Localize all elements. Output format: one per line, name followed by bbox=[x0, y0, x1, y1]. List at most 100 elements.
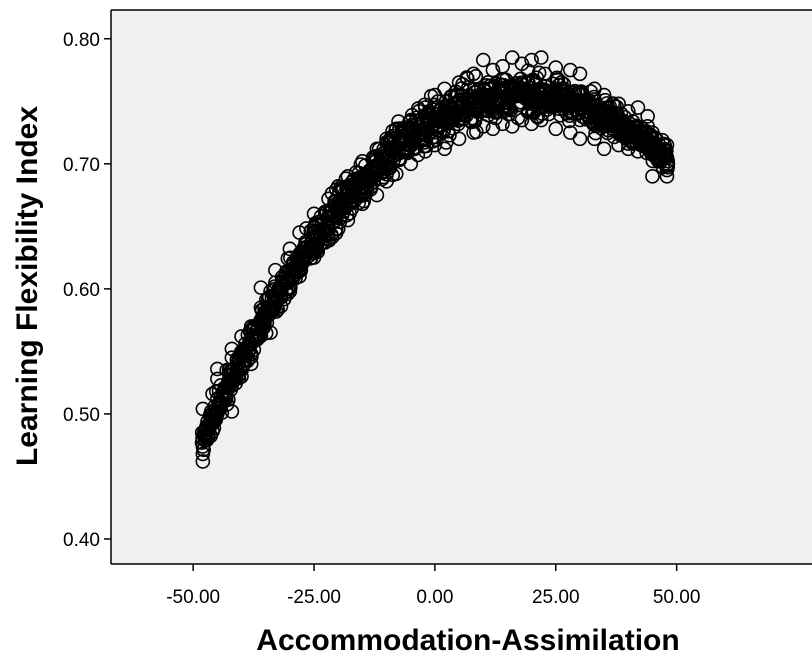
x-tick-label: 25.00 bbox=[532, 587, 580, 608]
data-point bbox=[427, 137, 443, 153]
data-point bbox=[495, 58, 510, 74]
y-tick-label: 0.70 bbox=[63, 155, 100, 176]
data-point bbox=[243, 319, 259, 334]
data-point bbox=[195, 439, 211, 454]
x-tick-label: -25.00 bbox=[287, 587, 341, 608]
y-axis-title: Learning Flexibility Index bbox=[11, 106, 44, 466]
cloud-point bbox=[418, 132, 434, 148]
data-point bbox=[243, 356, 259, 372]
data-point bbox=[596, 87, 612, 103]
data-point bbox=[195, 431, 211, 447]
data-point bbox=[282, 284, 298, 299]
data-point bbox=[234, 329, 249, 344]
data-point bbox=[340, 169, 356, 184]
data-point bbox=[306, 250, 322, 265]
data-point bbox=[234, 369, 249, 384]
data-point bbox=[210, 371, 225, 387]
cloud-point bbox=[556, 76, 572, 92]
data-point bbox=[224, 350, 240, 365]
data-point bbox=[224, 371, 240, 387]
data-point bbox=[210, 406, 225, 422]
y-tick-label: 0.60 bbox=[63, 280, 100, 301]
data-point bbox=[369, 141, 385, 157]
data-point bbox=[572, 100, 588, 115]
data-point bbox=[659, 169, 675, 184]
data-point bbox=[263, 325, 278, 340]
data-point bbox=[524, 86, 539, 102]
data-point bbox=[253, 316, 269, 332]
data-point bbox=[572, 66, 588, 82]
cloud-point bbox=[438, 135, 454, 150]
data-point bbox=[369, 187, 385, 203]
data-point bbox=[620, 141, 636, 157]
data-point bbox=[587, 131, 602, 147]
data-point bbox=[388, 121, 404, 137]
data-point bbox=[504, 83, 520, 99]
data-point bbox=[524, 52, 539, 68]
data-point bbox=[379, 151, 394, 167]
data-point bbox=[659, 137, 675, 153]
data-point bbox=[205, 424, 220, 439]
x-axis-title: Accommodation-Assimilation bbox=[256, 624, 679, 657]
data-point bbox=[321, 231, 336, 247]
data-point bbox=[205, 386, 220, 402]
data-point bbox=[514, 112, 530, 128]
data-point bbox=[330, 196, 346, 212]
data-point bbox=[533, 86, 549, 102]
data-point bbox=[292, 246, 307, 262]
data-point bbox=[596, 141, 612, 157]
data-point bbox=[466, 66, 481, 82]
data-point bbox=[630, 100, 646, 115]
data-point bbox=[645, 169, 660, 184]
cloud-point bbox=[468, 69, 484, 84]
data-point bbox=[403, 112, 419, 128]
data-point bbox=[330, 179, 346, 194]
data-point bbox=[195, 401, 211, 417]
y-ticks: 0.40 0.50 0.60 0.70 0.80 bbox=[63, 30, 111, 551]
data-point bbox=[620, 121, 636, 137]
data-points bbox=[194, 50, 676, 469]
data-point bbox=[292, 269, 307, 284]
data-point bbox=[475, 52, 491, 68]
data-point bbox=[533, 50, 549, 65]
data-point bbox=[645, 125, 660, 140]
cloud-point bbox=[531, 65, 547, 81]
data-point bbox=[611, 96, 626, 112]
data-point bbox=[369, 159, 385, 174]
data-point bbox=[533, 112, 549, 128]
data-point bbox=[451, 75, 467, 90]
data-point bbox=[572, 131, 588, 147]
cloud-point bbox=[317, 228, 333, 243]
x-tick-label: 50.00 bbox=[653, 587, 701, 608]
data-point bbox=[292, 225, 307, 240]
y-tick-label: 0.80 bbox=[63, 30, 100, 51]
data-point bbox=[379, 131, 394, 147]
y-tick-label: 0.40 bbox=[63, 530, 100, 551]
data-point bbox=[403, 156, 419, 172]
data-point bbox=[640, 109, 655, 124]
data-point bbox=[427, 112, 443, 128]
data-point bbox=[268, 262, 283, 278]
data-point bbox=[611, 119, 626, 134]
x-ticks: -50.00 -25.00 0.00 25.00 50.00 bbox=[166, 564, 700, 608]
data-point bbox=[475, 91, 491, 107]
data-point bbox=[475, 119, 491, 134]
data-point bbox=[403, 134, 419, 149]
data-point bbox=[243, 336, 259, 352]
data-point bbox=[355, 196, 370, 212]
data-point bbox=[437, 81, 452, 97]
data-point bbox=[485, 62, 501, 78]
cloud-point bbox=[659, 143, 674, 158]
data-point bbox=[495, 86, 510, 102]
data-point bbox=[514, 56, 530, 72]
data-point bbox=[451, 131, 467, 147]
data-point bbox=[268, 294, 283, 309]
data-point bbox=[630, 144, 646, 159]
x-tick-label: 0.00 bbox=[416, 587, 453, 608]
data-point bbox=[253, 300, 269, 315]
axes: -50.00 -25.00 0.00 25.00 50.00 0.400.500.600… bbox=[63, 9, 812, 608]
data-point bbox=[388, 144, 404, 159]
data-point bbox=[417, 100, 433, 115]
data-point bbox=[485, 87, 501, 103]
